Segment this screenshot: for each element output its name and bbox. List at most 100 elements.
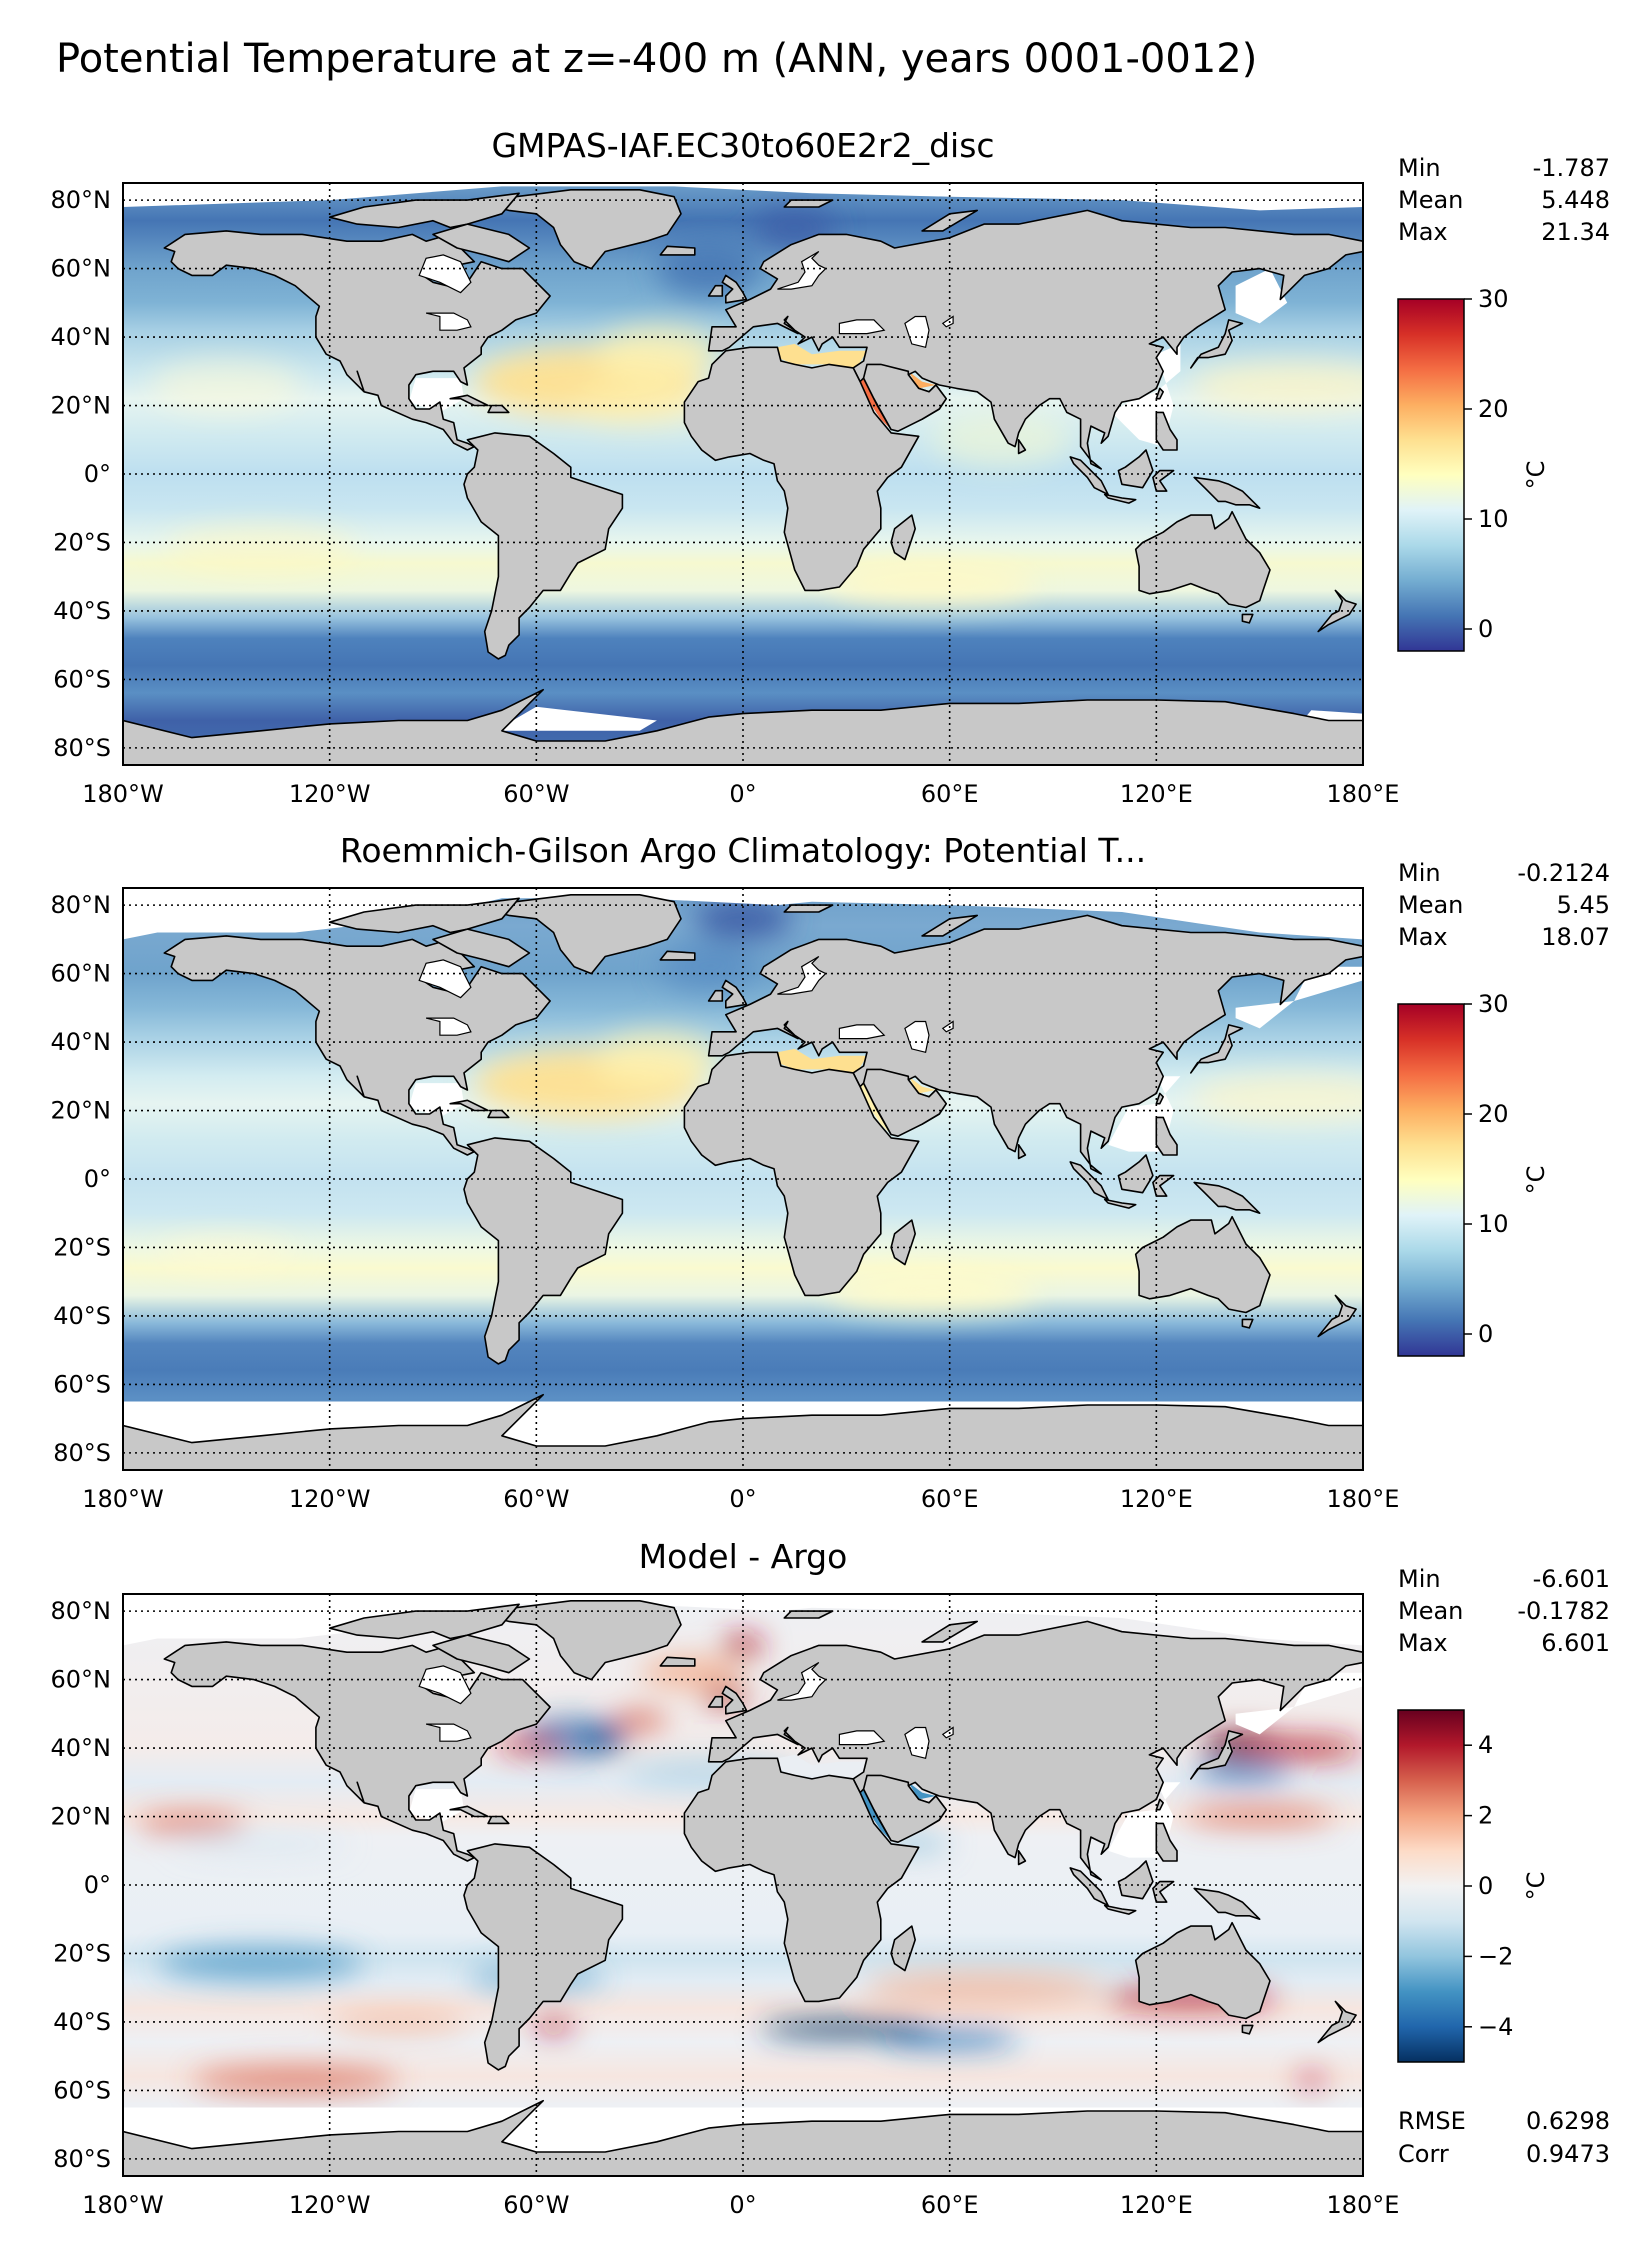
x-tick-label: 180°W [82, 2191, 164, 2219]
lake-aral-sea [941, 1726, 954, 1739]
y-tick-label: 40°N [51, 1028, 112, 1056]
missing-data-region [1235, 1672, 1363, 1735]
land [123, 894, 1363, 1470]
missing-data-region [408, 378, 464, 413]
land-baffin-island [432, 223, 531, 263]
land-taiwan [1155, 1092, 1164, 1105]
missing-data-region [123, 1594, 1363, 1646]
colorbar-tick-label: 30 [1478, 285, 1509, 313]
field-anomaly [191, 2066, 399, 2094]
x-tick-label: 120°E [1120, 2191, 1193, 2219]
y-tick-label: 40°S [53, 597, 111, 625]
x-tick-label: 120°W [289, 1485, 371, 1513]
colorbar-tick-label: 0 [1478, 615, 1493, 643]
land-philippines [1155, 1822, 1178, 1862]
field-anomaly [829, 563, 1036, 605]
land-british-isles [721, 979, 748, 1009]
field-anomaly [594, 326, 719, 382]
land-java [1103, 1904, 1137, 1915]
land-baffin-island [432, 928, 531, 968]
land-java [1103, 1198, 1137, 1209]
stat-value: 5.448 [1541, 186, 1610, 214]
x-tick-label: 120°E [1120, 780, 1193, 808]
figure-title: Potential Temperature at z=-400 m (ANN, … [56, 36, 1257, 82]
land-philippines [1155, 1116, 1178, 1156]
land-antarctica [123, 2099, 1363, 2176]
land-europe-asia [707, 209, 1363, 470]
land-antarctica [123, 688, 1363, 765]
missing-data-region [1235, 966, 1363, 1029]
missing-data-region [123, 888, 1363, 940]
land-philippines [1155, 411, 1178, 451]
stat-value: 0.9473 [1526, 2140, 1610, 2168]
missing-data-region [123, 183, 1363, 211]
marginal-sea [856, 378, 892, 430]
land-iceland [659, 1656, 696, 1667]
lake-baltic-sea [777, 1661, 827, 1701]
land-taiwan [1155, 387, 1164, 400]
field-anomaly [760, 2020, 933, 2038]
y-tick-label: 20°N [51, 1803, 112, 1831]
field-anomaly [164, 525, 358, 574]
y-tick-label: 20°N [51, 1097, 112, 1125]
land-java [1103, 493, 1137, 504]
land-borneo [1117, 1860, 1154, 1900]
y-tick-label: 40°N [51, 1734, 112, 1762]
lake-aral-sea [941, 1020, 954, 1033]
land-ireland [707, 284, 724, 297]
land-africa [683, 1757, 920, 2003]
stat-label: RMSE [1398, 2107, 1466, 2135]
x-tick-label: 60°E [921, 1485, 979, 1513]
panel-1: GMPAS-IAF.EC30to60E2r2_disc 180°W 120°W 60°… [51, 126, 1611, 808]
field-anomaly [1190, 1072, 1363, 1121]
stat-label: Mean [1398, 1597, 1463, 1625]
land-japan [1190, 1730, 1244, 1780]
y-tick-label: 20°S [53, 1939, 111, 1967]
colorbar: 0 10 20 30 °C [1397, 285, 1550, 652]
panel-3: Model - Argo 180°W 120°W 60°W 0° 60°E 120°E 180… [51, 1537, 1611, 2219]
land-europe-asia [707, 1620, 1363, 1881]
colorbar-tick-label: 10 [1478, 505, 1509, 533]
field-anomaly [722, 1635, 764, 1656]
map-frame [122, 887, 1364, 1471]
land-australia [1134, 1215, 1271, 1314]
land-tasmania [1241, 613, 1254, 624]
x-tick-label: 180°W [82, 780, 164, 808]
land-europe-asia [707, 914, 1363, 1175]
colorbar-tick-label: 0 [1478, 1320, 1493, 1348]
land-africa [683, 1051, 920, 1297]
land-south-america [463, 1843, 624, 2071]
lake-baltic-sea [777, 250, 827, 290]
land-iceland [659, 950, 696, 961]
map-area [123, 888, 1363, 1470]
x-tick-label: 0° [729, 2191, 756, 2219]
land-sulawesi [1152, 469, 1175, 492]
field-anomalies [150, 207, 1363, 605]
y-tick-label: 40°S [53, 2008, 111, 2036]
lake-great-lakes [425, 312, 472, 331]
land-australia [1134, 510, 1271, 609]
land-british-isles [721, 1685, 748, 1715]
field-anomaly [1190, 361, 1363, 409]
land-new-zealand [1317, 1294, 1357, 1338]
land-japan [1190, 319, 1244, 369]
lake-black-sea [838, 1024, 886, 1040]
stat-label: Mean [1398, 891, 1463, 919]
y-tick-label: 60°N [51, 255, 112, 283]
field-anomalies [157, 898, 1363, 1313]
colorbar-tick-label: 0 [1478, 1872, 1493, 1900]
land-australia [1134, 1921, 1271, 2020]
missing-data-region [495, 706, 657, 731]
stat-value: 21.34 [1541, 218, 1610, 246]
x-tick-label: 60°W [503, 2191, 569, 2219]
land-cuba [449, 394, 489, 407]
field-anomaly [1183, 1806, 1336, 1827]
x-tick-label: 60°W [503, 780, 569, 808]
missing-data-region [408, 1083, 464, 1118]
stat-value: -0.2124 [1517, 859, 1610, 887]
field-anomaly [150, 357, 303, 413]
y-tick-label: 20°N [51, 392, 112, 420]
land-sumatra [1069, 456, 1109, 496]
field-anomaly [157, 1237, 296, 1272]
colorbar-tick-label: −2 [1478, 1942, 1513, 1970]
